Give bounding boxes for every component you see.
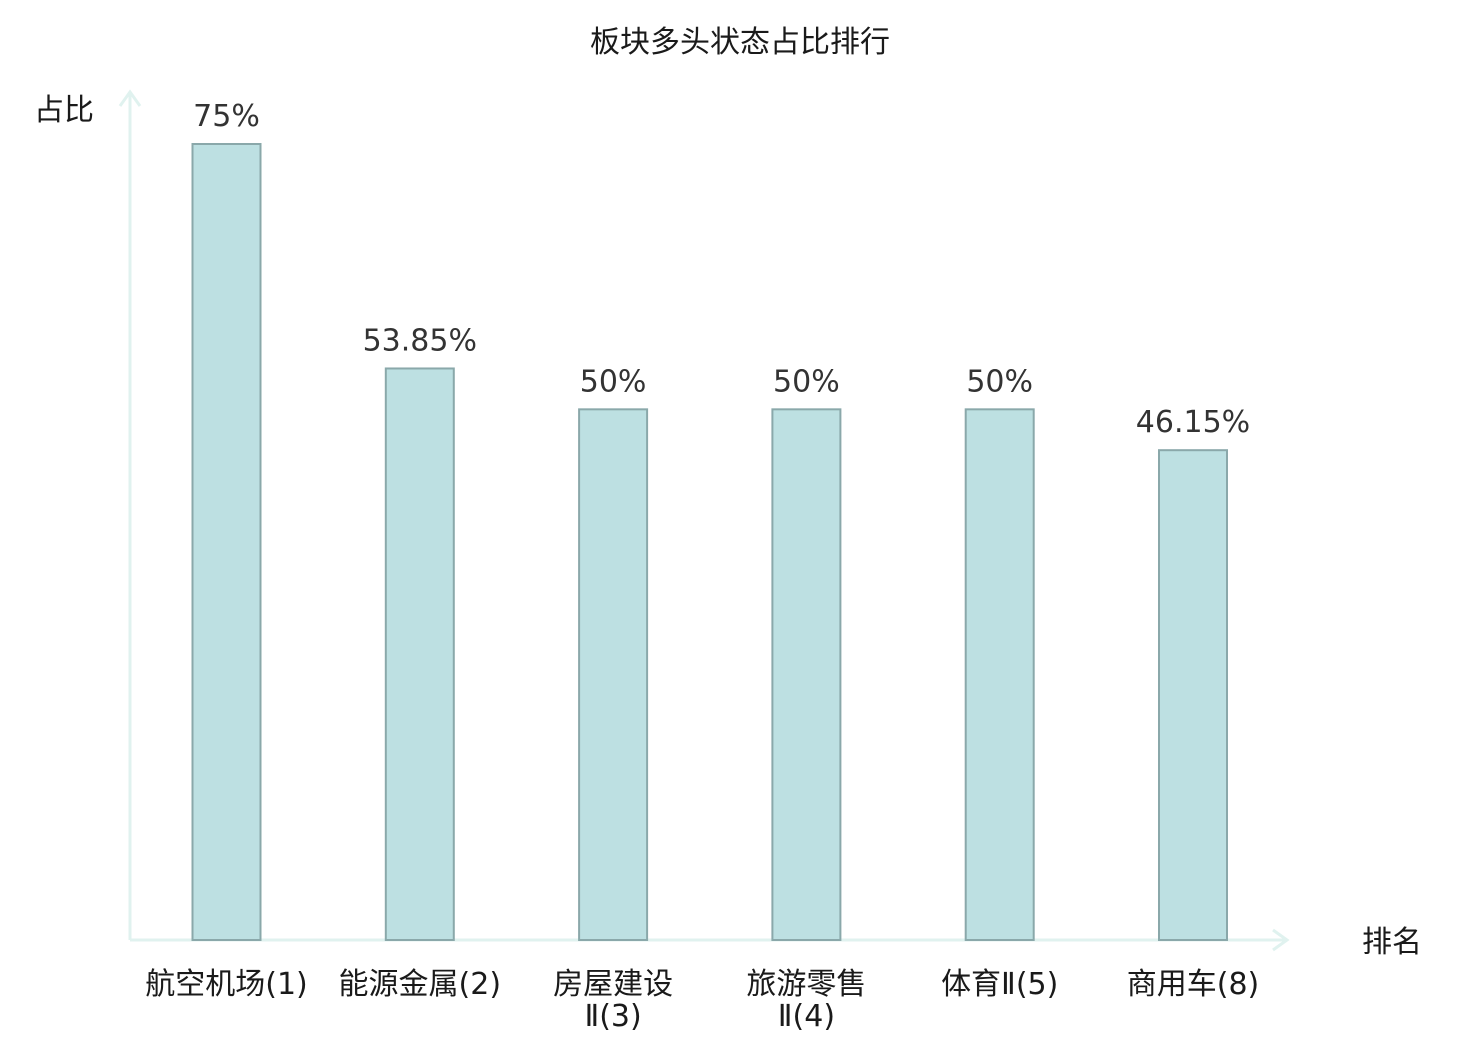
- bar: [1158, 449, 1228, 941]
- x-tick-label: 旅游零售: [746, 967, 866, 1002]
- bar-value-label: 50%: [773, 364, 840, 399]
- x-tick-label: 房屋建设: [553, 967, 673, 1002]
- x-tick-label: Ⅱ(3): [584, 999, 641, 1034]
- bar: [191, 143, 262, 941]
- y-axis-arrow: [118, 89, 142, 107]
- x-tick-label: 商用车(8): [1127, 967, 1260, 1002]
- chart-title: 板块多头状态占比排行: [590, 25, 890, 60]
- bar: [771, 408, 842, 942]
- bar-value-label: 75%: [193, 99, 260, 134]
- x-tick-label: 航空机场(1): [145, 967, 308, 1002]
- bar-value-label: 50%: [966, 364, 1033, 399]
- x-tick-label: 体育Ⅱ(5): [941, 967, 1058, 1002]
- x-tick-label: 能源金属(2): [339, 967, 502, 1002]
- x-axis-label: 排名: [1362, 925, 1422, 960]
- bar: [384, 367, 455, 941]
- bar-value-label: 50%: [580, 364, 647, 399]
- bar: [964, 408, 1035, 942]
- y-axis-label: 占比: [34, 93, 94, 128]
- bar-value-label: 53.85%: [363, 323, 477, 358]
- bar: [578, 408, 649, 942]
- bar-value-label: 46.15%: [1136, 405, 1250, 440]
- x-axis-arrow: [1272, 928, 1290, 952]
- x-tick-label: Ⅱ(4): [778, 999, 835, 1034]
